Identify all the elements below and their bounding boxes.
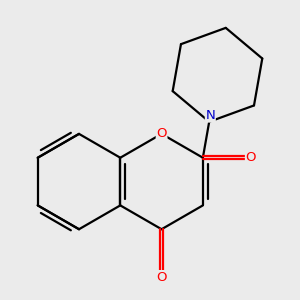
Text: O: O [156,128,167,140]
Text: O: O [156,271,167,284]
Text: N: N [206,109,215,122]
Text: O: O [245,151,256,164]
